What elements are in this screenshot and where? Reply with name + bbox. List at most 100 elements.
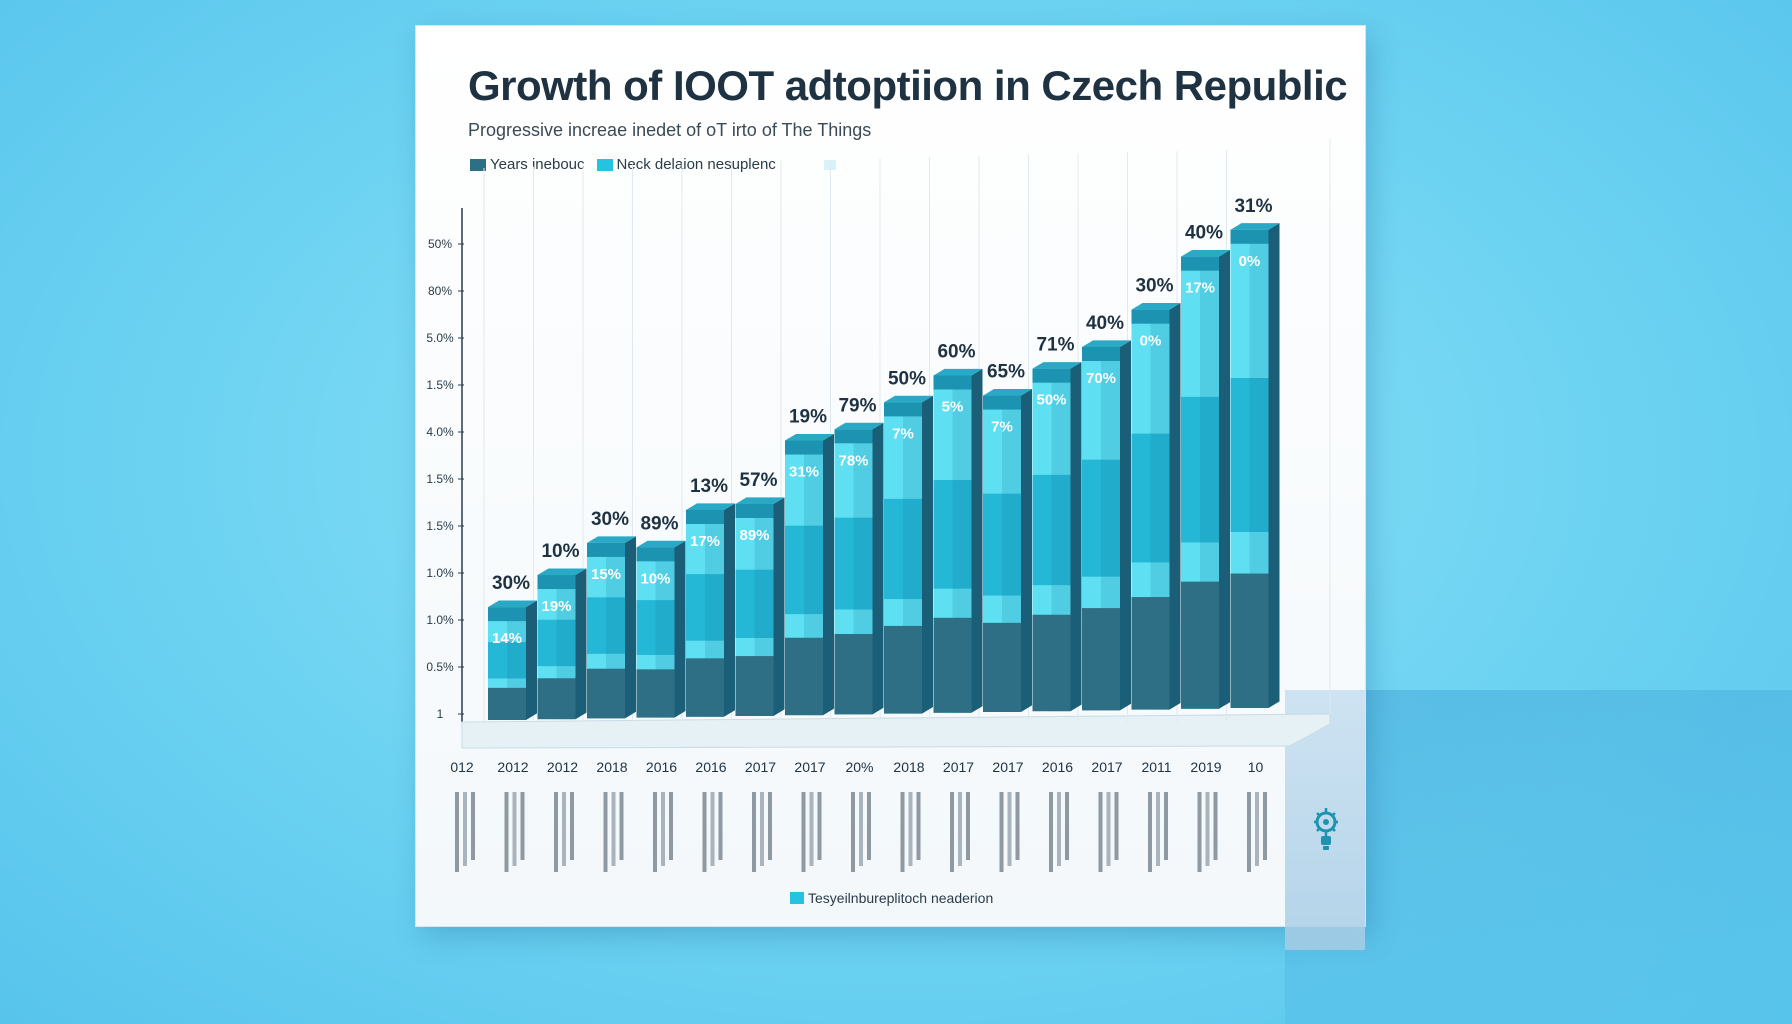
bar-side-face xyxy=(922,395,933,714)
bar-value-label: 60% xyxy=(937,342,975,363)
y-tick-label: 50% xyxy=(428,237,452,251)
bar xyxy=(884,395,933,714)
bar-inner-label: 7% xyxy=(991,419,1013,436)
x-sub-label-glyphs xyxy=(1197,792,1218,872)
bar-value-label: 13% xyxy=(690,476,728,497)
x-tick-label: 2016 xyxy=(695,759,726,775)
bar-inner-label: 0% xyxy=(1239,253,1261,270)
bar-inner-label: 17% xyxy=(1185,280,1215,297)
bar-value-label: 65% xyxy=(987,362,1025,383)
x-tick-label: 2017 xyxy=(745,759,776,775)
bar-segment-mid xyxy=(933,480,972,589)
bar-top-face xyxy=(488,600,537,608)
x-tick-label: 2018 xyxy=(596,759,627,775)
bar-value-label: 31% xyxy=(1234,196,1272,217)
legend-item-years: Years inebouc xyxy=(470,156,585,173)
bar-segment-dark xyxy=(1181,581,1219,709)
bar-value-label: 89% xyxy=(640,513,678,534)
x-tick-label: 2017 xyxy=(794,759,825,775)
bar xyxy=(735,497,785,716)
floor-shadow xyxy=(1285,690,1792,1024)
bar-top-face xyxy=(884,395,933,403)
bar-side-face xyxy=(674,540,686,718)
bar-side-face xyxy=(823,433,834,716)
bar-segment-dark xyxy=(834,634,873,715)
lightbulb-gear-icon xyxy=(1314,808,1338,850)
x-sub-label-glyphs xyxy=(504,792,525,872)
bar-segment-mid xyxy=(587,597,625,654)
bar-side-face xyxy=(1070,362,1082,712)
bar-inner-label: 5% xyxy=(942,399,964,416)
bar-cap xyxy=(587,542,625,557)
bar-value-label: 71% xyxy=(1036,335,1074,356)
bar-segment-mid xyxy=(636,600,675,655)
bar-top-face xyxy=(1230,223,1280,230)
bar xyxy=(537,568,587,720)
bar-top-face xyxy=(1032,362,1082,369)
x-tick-label-first: 012 xyxy=(450,759,474,775)
legend-label-years: Years inebouc xyxy=(490,156,585,173)
bar xyxy=(1181,250,1230,709)
bar-cap xyxy=(537,575,576,590)
bar-cap xyxy=(1230,229,1269,244)
bar-inner-label: 78% xyxy=(838,452,868,469)
x-sub-label-glyphs xyxy=(702,792,723,872)
bar-side-face xyxy=(1120,340,1131,711)
bar-side-face xyxy=(1268,223,1280,708)
chart-title: Growth of IOOT adtoptiion in Czech Repub… xyxy=(468,62,1348,109)
bar-value-label: 30% xyxy=(492,573,530,594)
y-tick-label: 1.5% xyxy=(426,472,454,486)
bar-segment-dark xyxy=(983,622,1021,712)
bar-inner-label: 15% xyxy=(591,566,621,583)
x-sub-label-glyphs xyxy=(851,792,871,872)
bar-cap xyxy=(636,547,675,562)
bar-cap xyxy=(834,429,873,444)
bottom-legend-swatch xyxy=(790,892,804,904)
y-tick-label: 1.0% xyxy=(426,613,454,627)
bar xyxy=(488,600,537,720)
x-tick-label: 20% xyxy=(845,759,873,775)
bar-cap xyxy=(933,375,972,390)
legend: Years inebouc Neck delaion nesuplenc xyxy=(470,156,836,173)
legend-item-neck: Neck delaion nesuplenc xyxy=(596,156,776,173)
bar-inner-label: 10% xyxy=(640,570,670,587)
bar xyxy=(686,503,735,717)
bar-segment-dark xyxy=(933,617,972,713)
bar-inner-label: 31% xyxy=(789,464,819,481)
bar-cap xyxy=(983,395,1021,410)
y-tick-label: 1.5% xyxy=(426,519,454,533)
x-sub-label-glyphs xyxy=(752,792,772,872)
bar-cap xyxy=(884,402,922,417)
bottom-legend-label: Tesyeilnbureplitoch neaderion xyxy=(808,890,994,906)
x-sub-label-glyphs xyxy=(900,792,921,872)
x-tick-label: 2017 xyxy=(1091,759,1122,775)
bar-top-face xyxy=(1131,303,1181,310)
bar-value-label: 50% xyxy=(888,368,926,389)
bar-side-face xyxy=(526,600,537,720)
bar-segment-dark xyxy=(1230,573,1269,708)
bar-side-face xyxy=(625,536,636,719)
bar-cap xyxy=(488,607,526,622)
bar-segment-mid xyxy=(1032,474,1071,586)
bar xyxy=(1131,303,1181,710)
bar-segment-mid xyxy=(1230,378,1269,533)
x-tick-label: 2012 xyxy=(497,759,528,775)
bar-inner-label: 17% xyxy=(690,533,720,550)
x-sub-label-glyphs xyxy=(1098,792,1119,872)
legend-label-neck: Neck delaion nesuplenc xyxy=(616,156,776,173)
bar-top-face xyxy=(735,497,785,504)
x-tick-label: 2018 xyxy=(893,759,924,775)
bar-segment-dark xyxy=(785,637,823,716)
bar-inner-label: 70% xyxy=(1086,370,1116,387)
bar-segment-mid xyxy=(735,569,774,638)
bottom-legend: Tesyeilnbureplitoch neaderion xyxy=(790,890,993,906)
bar xyxy=(785,433,834,716)
bar-segment-dark xyxy=(587,668,625,719)
chart-subtitle: Progressive increae inedet of oT irto of… xyxy=(468,120,872,140)
bar-inner-label: 14% xyxy=(492,630,522,647)
bar-top-face xyxy=(785,433,834,441)
bar-top-face xyxy=(1082,340,1131,347)
x-sub-label-glyphs xyxy=(653,792,673,872)
bar-value-label: 79% xyxy=(838,395,876,416)
y-tick-label: 80% xyxy=(428,284,452,298)
